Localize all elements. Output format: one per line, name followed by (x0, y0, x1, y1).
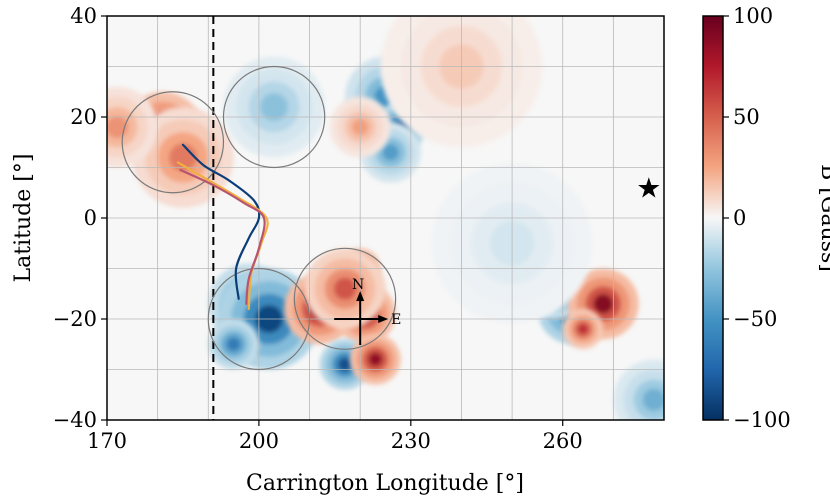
y-tick-label: 20 (70, 105, 97, 129)
field-line (179, 168, 266, 305)
field-region (613, 359, 664, 420)
y-axis-ticks: −40 −20 0 20 40 (53, 4, 107, 432)
colorbar-tick-label: 100 (733, 4, 773, 28)
colorbar-tick-label: −100 (733, 408, 791, 432)
field-region-layer (260, 93, 289, 121)
field-region-layer (169, 143, 197, 172)
compass-east-label: E (391, 312, 401, 328)
y-axis-label: Latitude [°] (11, 154, 36, 283)
y-tick-label: 0 (84, 206, 97, 230)
y-tick-label: −20 (53, 307, 97, 331)
colorbar-tick-label: 50 (733, 105, 760, 129)
region-circle (121, 91, 225, 194)
field-region (223, 56, 325, 158)
colorbar-ticks: −100 −50 0 50 100 (723, 4, 791, 432)
field-region (304, 248, 386, 330)
compass: N E (334, 277, 401, 345)
field-region-layer (333, 277, 357, 300)
colorbar-tick-label: −50 (733, 307, 777, 331)
x-tick-label: 230 (391, 429, 431, 453)
field-region (350, 334, 401, 385)
region-circle (207, 267, 311, 371)
x-tick-label: 260 (543, 429, 583, 453)
field-region (562, 308, 604, 350)
field-region-layer (382, 144, 399, 161)
circle-regions (121, 65, 397, 371)
y-tick-label: −40 (53, 408, 97, 432)
compass-east-arrowhead (378, 315, 389, 323)
field-region (208, 319, 259, 370)
x-tick-label: 200 (239, 429, 279, 453)
x-axis-ticks: 170 200 230 260 (87, 420, 583, 453)
compass-north-arrowhead (356, 291, 365, 301)
x-axis-label: Carrington Longitude [°] (246, 471, 524, 496)
field-region-layer (368, 352, 383, 367)
field-region (329, 96, 391, 158)
field-region-layer (338, 357, 352, 372)
region-circle (293, 247, 397, 350)
colorbar-tick-label: 0 (733, 206, 746, 230)
region-circle (222, 65, 326, 169)
y-tick-label: 40 (70, 4, 97, 28)
field-region-layer (226, 337, 241, 352)
field-region-layer (642, 388, 664, 411)
colorbar-label: B [Gauss] (816, 164, 830, 272)
field-region-layer (577, 323, 589, 335)
x-tick-label: 170 (87, 429, 127, 453)
compass-north-label: N (352, 277, 364, 293)
star-marker: ★ (636, 172, 661, 205)
field-line-series (176, 143, 269, 310)
colorbar (702, 15, 724, 421)
field-region-layer (593, 294, 613, 314)
